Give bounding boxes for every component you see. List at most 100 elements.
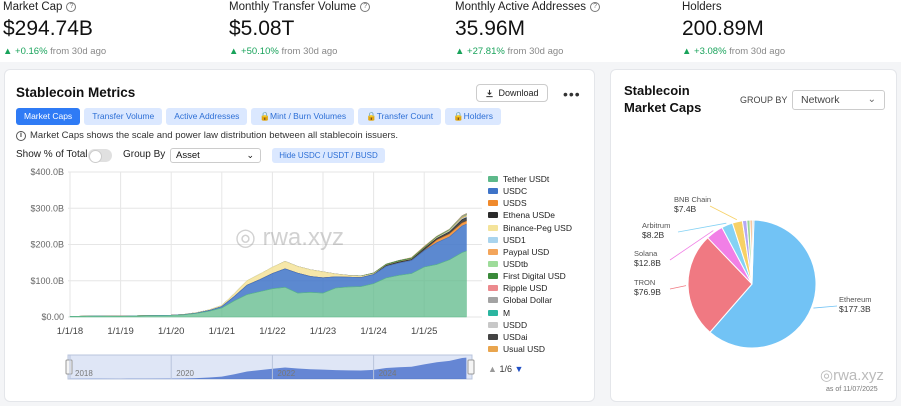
legend-label: USDD bbox=[503, 319, 528, 330]
x-tick-label: 1/1/18 bbox=[57, 326, 83, 337]
tab-active-addresses[interactable]: Active Addresses bbox=[166, 108, 248, 125]
legend-swatch bbox=[488, 346, 498, 353]
stat-value: 35.96M bbox=[455, 17, 526, 40]
pie-value-label: $177.3B bbox=[839, 304, 871, 314]
stat-change: ▲ +50.10% bbox=[229, 46, 279, 57]
help-icon[interactable]: ? bbox=[360, 2, 371, 12]
legend-swatch bbox=[488, 309, 498, 316]
pie-label: BNB Chain bbox=[674, 195, 711, 204]
more-options-icon[interactable]: ••• bbox=[563, 86, 581, 102]
legend-swatch bbox=[488, 200, 498, 207]
legend-swatch bbox=[488, 188, 498, 195]
legend-item[interactable]: USDS bbox=[488, 197, 572, 209]
legend-item[interactable]: USDD bbox=[488, 319, 572, 331]
stat-value: $5.08T bbox=[229, 17, 295, 40]
tab-mint-burn[interactable]: 🔒​Mint / Burn Volumes bbox=[251, 108, 355, 125]
navigator-year-label: 2018 bbox=[75, 369, 93, 378]
tab-market-caps[interactable]: Market Caps bbox=[16, 108, 81, 125]
legend-item[interactable]: First Digital USD bbox=[488, 270, 572, 282]
as-of-date: as of 11/07/2025 bbox=[826, 386, 878, 393]
pie-leader-line bbox=[813, 305, 838, 309]
group-by-label: Group By bbox=[123, 149, 166, 160]
y-tick-label: $0.00 bbox=[41, 312, 64, 322]
help-icon[interactable]: ? bbox=[66, 2, 77, 12]
legend-label: USDS bbox=[503, 198, 527, 209]
chevron-down-icon: ⌄ bbox=[246, 150, 254, 160]
download-button[interactable]: Download bbox=[476, 84, 548, 102]
legend-item[interactable]: USDtb bbox=[488, 258, 572, 270]
tab-label: Holders bbox=[463, 111, 493, 121]
pie-value-label: $8.2B bbox=[642, 230, 665, 240]
x-tick-label: 1/1/22 bbox=[259, 326, 285, 337]
x-tick-label: 1/1/20 bbox=[158, 326, 184, 337]
hide-major-button[interactable]: Hide USDC / USDT / BUSD bbox=[272, 148, 385, 163]
pie-value-label: $76.9B bbox=[634, 287, 661, 297]
info-text: Market Caps shows the scale and power la… bbox=[30, 130, 399, 141]
legend-label: First Digital USD bbox=[503, 271, 566, 282]
network-pie-chart: Ethereum$177.3B TRON$76.9B Solana$12.8B Arb… bbox=[634, 195, 872, 349]
legend-label: Tether USDt bbox=[503, 174, 550, 185]
legend-item[interactable]: Paypal USD bbox=[488, 246, 572, 258]
legend-item[interactable]: Binance-Peg USD bbox=[488, 222, 572, 234]
chart-watermark: ◎ rwa.xyz bbox=[235, 224, 344, 251]
pie-leader-line bbox=[669, 285, 687, 290]
chart-legend: Tether USDt USDC USDS Ethena USDe Binance-Pe… bbox=[488, 173, 572, 355]
info-line: i Market Caps shows the scale and power … bbox=[16, 130, 398, 141]
navigator-year-label: 2020 bbox=[176, 369, 194, 378]
stat-holders: Holders 200.89M ▲ +3.08% from 30d ago bbox=[682, 0, 785, 57]
x-tick-label: 1/1/24 bbox=[360, 326, 386, 337]
legend-label: Usual USD bbox=[503, 344, 546, 355]
stat-label: Monthly Active Addresses bbox=[455, 1, 587, 13]
legend-swatch bbox=[488, 224, 498, 231]
group-by-select[interactable]: Asset ⌄ bbox=[170, 148, 261, 163]
stat-period: from 30d ago bbox=[281, 46, 338, 57]
help-icon[interactable]: ? bbox=[590, 2, 601, 12]
tab-transfer-count[interactable]: 🔒​Transfer Count bbox=[358, 108, 442, 125]
stat-label: Holders bbox=[682, 1, 722, 13]
legend-label: USDC bbox=[503, 186, 528, 197]
chevron-down-icon: ⌄ bbox=[867, 94, 876, 105]
legend-item[interactable]: Ethena USDe bbox=[488, 209, 572, 221]
legend-item[interactable]: Ripple USD bbox=[488, 282, 572, 294]
legend-label: Binance-Peg USD bbox=[503, 222, 572, 233]
legend-label: Ethena USDe bbox=[503, 210, 555, 221]
legend-item[interactable]: USDai bbox=[488, 331, 572, 343]
legend-item[interactable]: USD1 bbox=[488, 234, 572, 246]
legend-item[interactable]: Tether USDt bbox=[488, 173, 572, 185]
legend-label: Paypal USD bbox=[503, 246, 550, 257]
pie-value-label: $7.4B bbox=[674, 204, 697, 214]
y-tick-label: $400.0B bbox=[30, 167, 64, 177]
legend-swatch bbox=[488, 236, 498, 243]
pie-slice-tron bbox=[687, 237, 753, 333]
legend-item[interactable]: Usual USD bbox=[488, 343, 572, 355]
legend-item[interactable]: M bbox=[488, 307, 572, 319]
tab-transfer-volume[interactable]: Transfer Volume bbox=[84, 108, 163, 125]
pager-down-icon[interactable]: ▼ bbox=[514, 364, 524, 374]
pager-text: 1/6 bbox=[499, 364, 512, 374]
stat-transfer-volume: Monthly Transfer Volume? $5.08T ▲ +50.10… bbox=[229, 0, 371, 57]
pager-up-icon[interactable]: ▲ bbox=[488, 364, 497, 374]
area-series-tether-usdt bbox=[69, 250, 467, 318]
stat-change: ▲ +27.81% bbox=[455, 46, 505, 57]
legend-swatch bbox=[488, 285, 498, 292]
stat-period: from 30d ago bbox=[50, 46, 107, 57]
y-tick-label: $200.0B bbox=[30, 240, 64, 250]
pie-label: Solana bbox=[634, 249, 658, 258]
navigator-right-handle[interactable] bbox=[467, 359, 475, 375]
pie-leader-line bbox=[709, 205, 738, 221]
tab-label: Mint / Burn Volumes bbox=[270, 111, 347, 121]
group-by-value: Asset bbox=[176, 150, 200, 161]
legend-swatch bbox=[488, 176, 498, 183]
legend-item[interactable]: Global Dollar bbox=[488, 294, 572, 306]
legend-swatch bbox=[488, 321, 498, 328]
show-pct-toggle[interactable] bbox=[88, 149, 112, 163]
range-navigator: 2018 2020 2022 2024 bbox=[65, 354, 475, 380]
navigator-left-handle[interactable] bbox=[65, 359, 73, 375]
tab-holders[interactable]: 🔒​Holders bbox=[445, 108, 501, 125]
network-select[interactable]: Network ⌄ bbox=[792, 90, 885, 110]
legend-item[interactable]: USDC bbox=[488, 185, 572, 197]
stat-label: Market Cap bbox=[3, 1, 63, 13]
pie-label: Ethereum bbox=[839, 295, 872, 304]
legend-label: USDai bbox=[503, 331, 528, 342]
legend-swatch bbox=[488, 261, 498, 268]
